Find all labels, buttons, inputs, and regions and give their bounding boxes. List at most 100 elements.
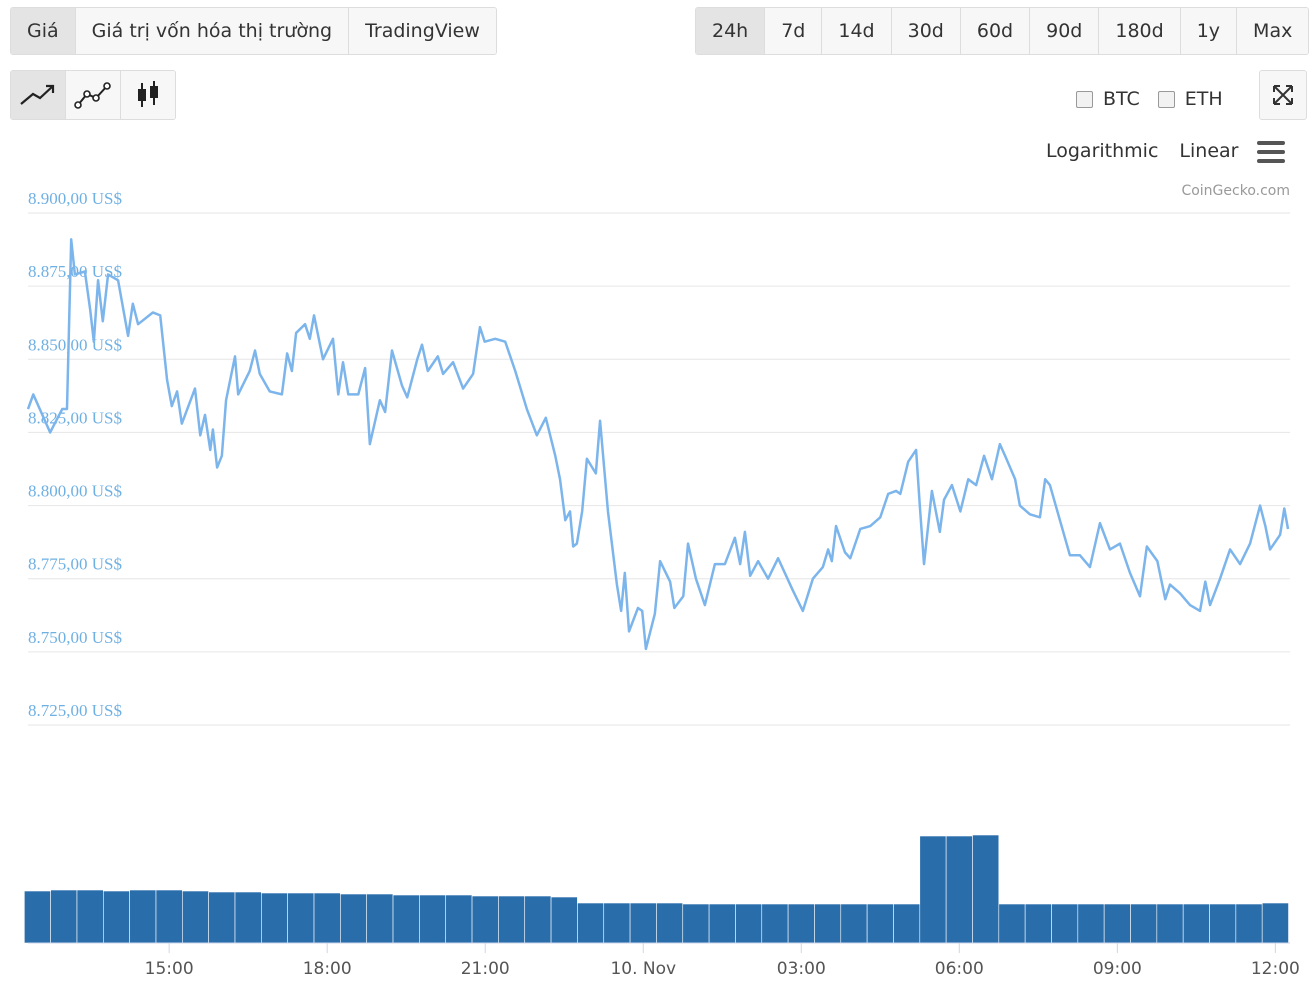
volume-bar [287,892,315,944]
compare-label: ETH [1184,88,1223,110]
volume-bar [945,835,973,944]
volume-bar [1182,903,1210,944]
volume-bar [1209,903,1237,944]
volume-bar [313,892,341,944]
range-button[interactable]: 60d [960,8,1031,54]
volume-bar [1130,903,1158,944]
volume-bar [761,903,789,944]
fullscreen-icon [1273,85,1293,105]
tab[interactable]: Giá trị vốn hóa thị trường [75,8,350,54]
menu-button[interactable] [1256,140,1286,170]
volume-bar [550,896,578,944]
y-tick-label: 8.850,00 US$ [28,335,122,354]
y-tick-label: 8.800,00 US$ [28,482,122,501]
menu-icon [1257,141,1285,163]
x-tick-label: 18:00 [303,959,352,979]
y-tick-label: 8.775,00 US$ [28,555,122,574]
volume-bar [234,891,262,944]
x-tick-label: 15:00 [145,959,194,979]
volume-bar [814,903,842,944]
range-button[interactable]: 24h [696,8,766,54]
checkbox[interactable] [1076,90,1093,108]
volume-bar [103,890,130,944]
volume-bar [76,889,104,944]
volume-bar [682,903,710,944]
compare-option[interactable]: BTC [1076,88,1140,110]
volume-bar [445,894,473,944]
scale-option[interactable]: Logarithmic [1046,140,1159,162]
x-tick-label: 12:00 [1251,959,1300,979]
line-icon [20,84,55,105]
volume-bar [629,902,657,944]
y-tick-label: 8.750,00 US$ [28,628,122,647]
x-tick-label: 06:00 [935,959,984,979]
tab[interactable]: Giá [11,8,76,54]
range-button[interactable]: Max [1237,8,1309,54]
volume-bar [577,902,605,944]
volume-bar [972,834,1000,944]
compare-group: BTC ETH [1076,88,1223,110]
volume-bar [1077,903,1105,944]
volume-bar [498,895,526,944]
credit: CoinGecko.com [1181,183,1290,199]
volume-bar [1051,903,1079,944]
price-line [26,238,1290,651]
tab[interactable]: TradingView [349,8,496,54]
range-button[interactable]: 14d [822,8,892,54]
volume-bar [392,894,420,944]
volume-bar [471,895,499,944]
x-tick-label: 09:00 [1093,959,1142,979]
volume-bar [155,889,183,944]
point-line-icon [74,82,111,109]
volume-bar [1235,903,1263,944]
volume-bar [656,902,684,944]
volume-bar [340,893,368,944]
volume-bar [129,889,157,944]
volume-bar [1156,903,1184,944]
x-tick-label: 10. Nov [610,959,676,979]
y-tick-label: 8.725,00 US$ [28,701,122,720]
checkbox[interactable] [1157,90,1175,108]
range-button[interactable]: 7d [765,8,823,54]
x-tick-label: 21:00 [461,959,510,979]
volume-bar [1024,903,1052,944]
range-button[interactable]: 180d [1099,8,1181,54]
chart-style-group [10,70,176,120]
range-group: 24h 7d 14d 30d 60d 90d 180d 1y Max [695,7,1310,55]
volume-bar [524,895,552,944]
y-tick-label: 8.900,00 US$ [28,189,122,208]
candlestick-style-button[interactable] [121,71,175,119]
volume-bar [735,903,763,944]
line-style-button[interactable] [11,71,66,119]
y-tick-label: 8.825,00 US$ [28,408,122,427]
volume-bar [419,894,447,944]
volume-bar [708,903,736,944]
candlestick-icon [138,81,158,107]
fullscreen-button[interactable] [1259,70,1307,120]
volume-bar [50,889,78,944]
range-button[interactable]: 30d [891,8,961,54]
volume-bar [366,893,394,944]
volume-bar [866,903,894,944]
volume-bar [1261,902,1289,944]
volume-bar [182,890,209,944]
scale-option[interactable]: Linear [1179,140,1239,162]
volume-bar [787,903,815,944]
volume-bar [24,890,51,944]
scale-group: Logarithmic Linear [1046,140,1238,162]
point-line-style-button[interactable] [66,71,121,119]
volume-bar [603,902,631,944]
volume-bar [1103,903,1131,944]
volume-bar [893,903,921,944]
volume-bar [919,835,947,944]
volume-bar [998,903,1026,944]
volume-bar [208,891,236,944]
range-button[interactable]: 90d [1030,8,1100,54]
compare-option[interactable]: ETH [1157,88,1223,110]
range-button[interactable]: 1y [1180,8,1238,54]
tab-group: Giá Giá trị vốn hóa thị trường TradingView [10,7,497,55]
x-tick-label: 03:00 [777,959,826,979]
